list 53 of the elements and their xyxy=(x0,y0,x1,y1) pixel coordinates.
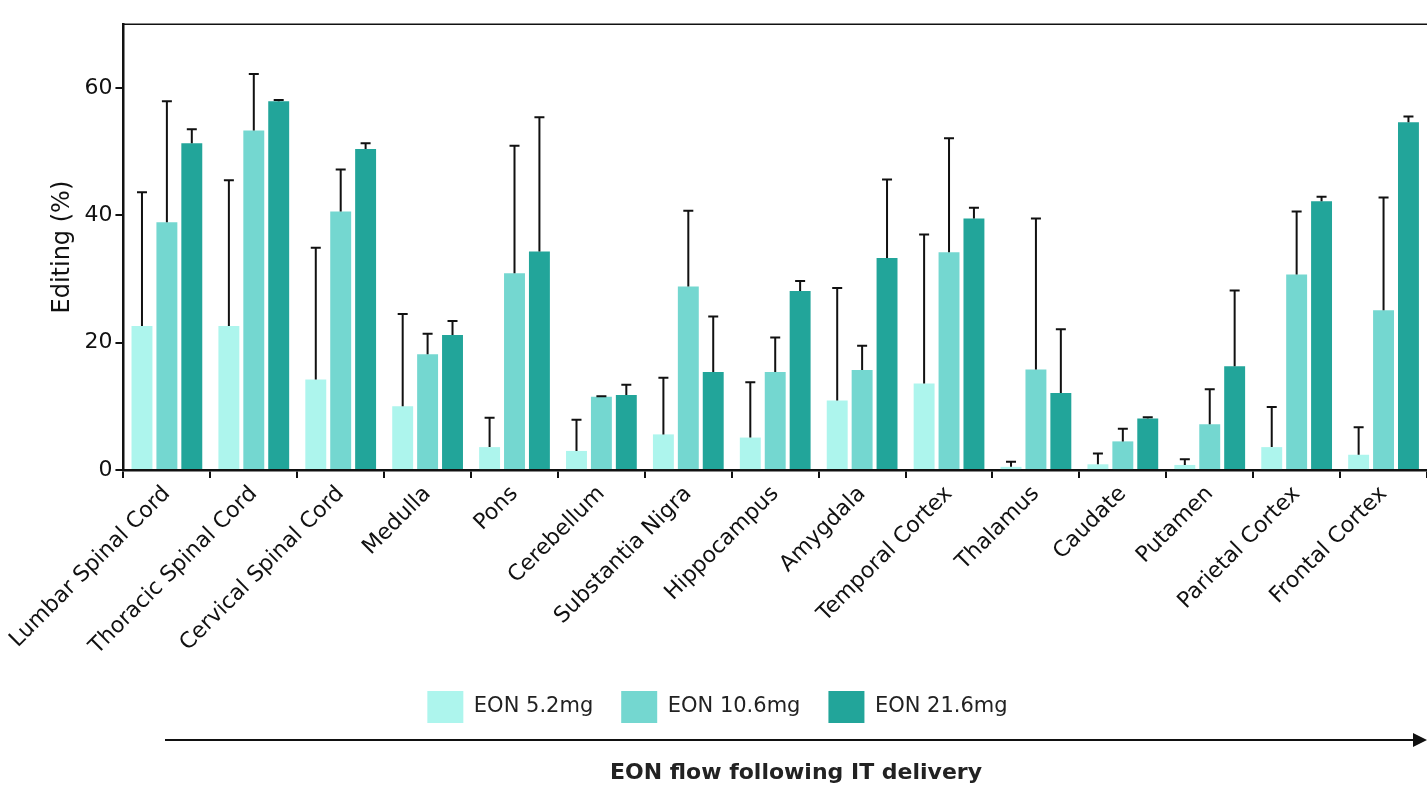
bar xyxy=(1112,441,1134,470)
bar xyxy=(1398,122,1419,470)
bar xyxy=(1174,464,1196,470)
bar xyxy=(764,371,786,470)
legend-label: EON 21.6mg xyxy=(874,693,1008,718)
bar xyxy=(330,211,352,470)
bar xyxy=(739,437,761,470)
bar xyxy=(963,218,985,470)
x-axis-title: EON flow following IT delivery xyxy=(608,759,984,784)
bar xyxy=(305,379,327,470)
bar xyxy=(156,222,178,470)
y-tick-label: 60 xyxy=(84,73,113,99)
bar xyxy=(528,251,550,470)
bar xyxy=(355,149,377,470)
bar xyxy=(392,406,414,470)
bar xyxy=(479,447,501,470)
y-tick-label: 40 xyxy=(84,200,113,226)
bar xyxy=(789,291,811,470)
bar xyxy=(442,335,463,470)
bar xyxy=(218,326,240,470)
bar xyxy=(131,326,153,470)
bar xyxy=(677,286,699,470)
bar xyxy=(913,383,935,470)
y-axis-title: Editing (%) xyxy=(47,180,76,314)
bar xyxy=(181,143,203,470)
bar xyxy=(1050,392,1072,470)
bar xyxy=(1224,366,1246,470)
bar xyxy=(702,371,724,470)
bar xyxy=(1373,310,1395,470)
legend-label: EON 5.2mg xyxy=(473,693,594,718)
bar xyxy=(938,252,960,470)
bar xyxy=(1261,447,1283,470)
bar xyxy=(1311,201,1333,470)
bar xyxy=(566,450,587,470)
bar xyxy=(851,370,873,470)
y-tick-label: 0 xyxy=(98,455,113,481)
bar xyxy=(1025,369,1047,470)
bar xyxy=(1199,424,1221,470)
bar xyxy=(1137,418,1159,470)
bar xyxy=(268,101,290,470)
bar xyxy=(417,354,439,470)
legend-label: EON 10.6mg xyxy=(667,693,801,718)
bar xyxy=(1286,274,1308,470)
bar xyxy=(615,394,637,470)
y-tick-label: 20 xyxy=(84,328,113,354)
bar xyxy=(1348,454,1370,470)
bar xyxy=(590,396,612,470)
bar xyxy=(504,273,525,470)
bar xyxy=(1087,464,1109,470)
bar xyxy=(826,400,848,470)
bar xyxy=(652,434,674,470)
bar xyxy=(876,257,898,470)
bar xyxy=(243,130,265,470)
